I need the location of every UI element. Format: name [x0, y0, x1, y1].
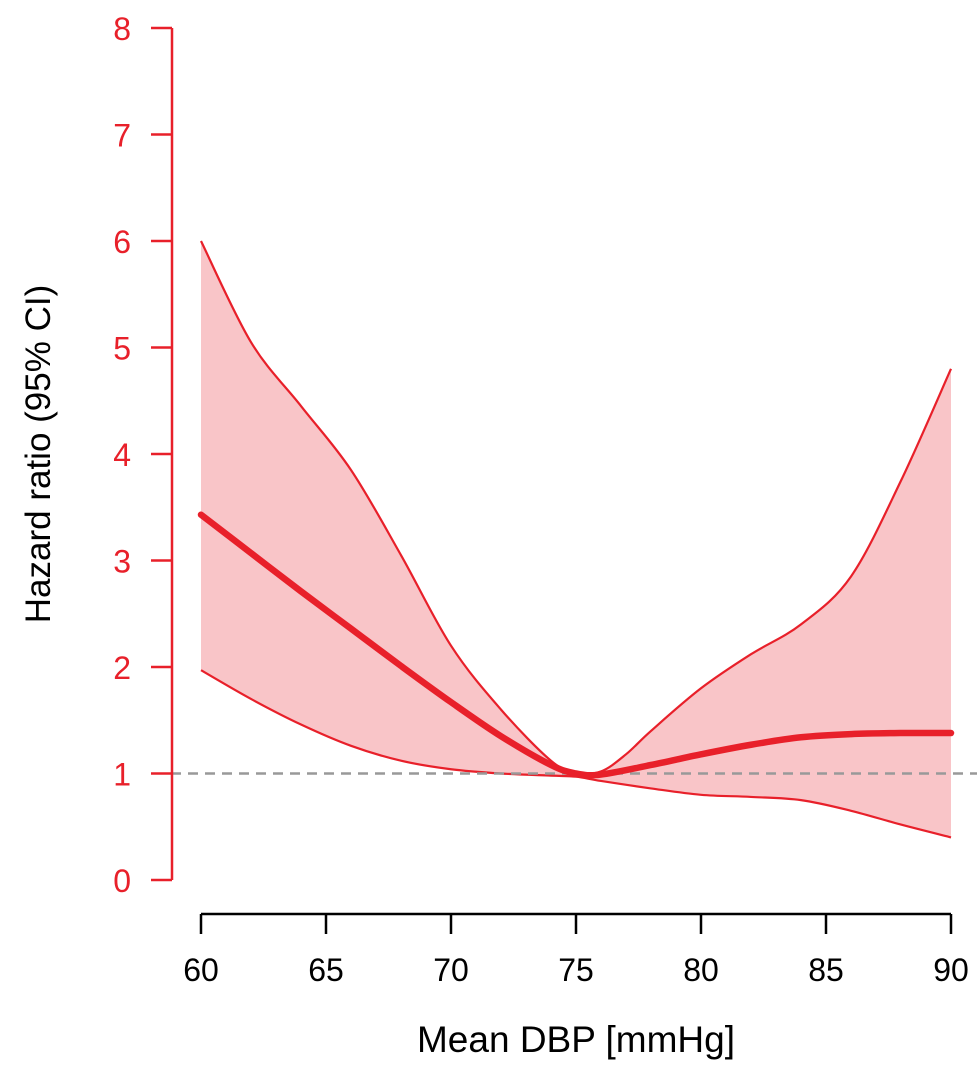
x-axis: 60 65 70 75 80 85 90: [183, 912, 969, 988]
x-tick-label: 85: [808, 952, 844, 988]
x-tick-label: 65: [308, 952, 344, 988]
y-tick-label: 3: [113, 544, 131, 580]
y-tick-label: 5: [113, 331, 131, 367]
x-tick-label: 70: [433, 952, 469, 988]
x-tick-label: 90: [933, 952, 969, 988]
y-tick-label: 7: [113, 118, 131, 154]
y-tick-label: 8: [113, 11, 131, 47]
estimate-line: [197, 511, 955, 779]
y-tick-label: 4: [113, 437, 131, 473]
x-tick-label: 75: [558, 952, 594, 988]
x-axis-label: Mean DBP [mmHg]: [417, 1019, 735, 1060]
y-tick-label: 1: [113, 757, 131, 793]
estimate-line-layer: [197, 511, 955, 779]
y-tick-label: 2: [113, 650, 131, 686]
x-tick-label: 60: [183, 952, 219, 988]
y-axis: 0 1 2 3 4 5 6 7 8: [113, 11, 174, 899]
y-tick-label: 6: [113, 224, 131, 260]
ci-band-fill: [201, 241, 951, 838]
confidence-band-layer: [200, 240, 953, 839]
y-axis-label: Hazard ratio (95% CI): [19, 285, 58, 623]
x-tick-label: 80: [683, 952, 719, 988]
y-tick-label: 0: [113, 863, 131, 899]
